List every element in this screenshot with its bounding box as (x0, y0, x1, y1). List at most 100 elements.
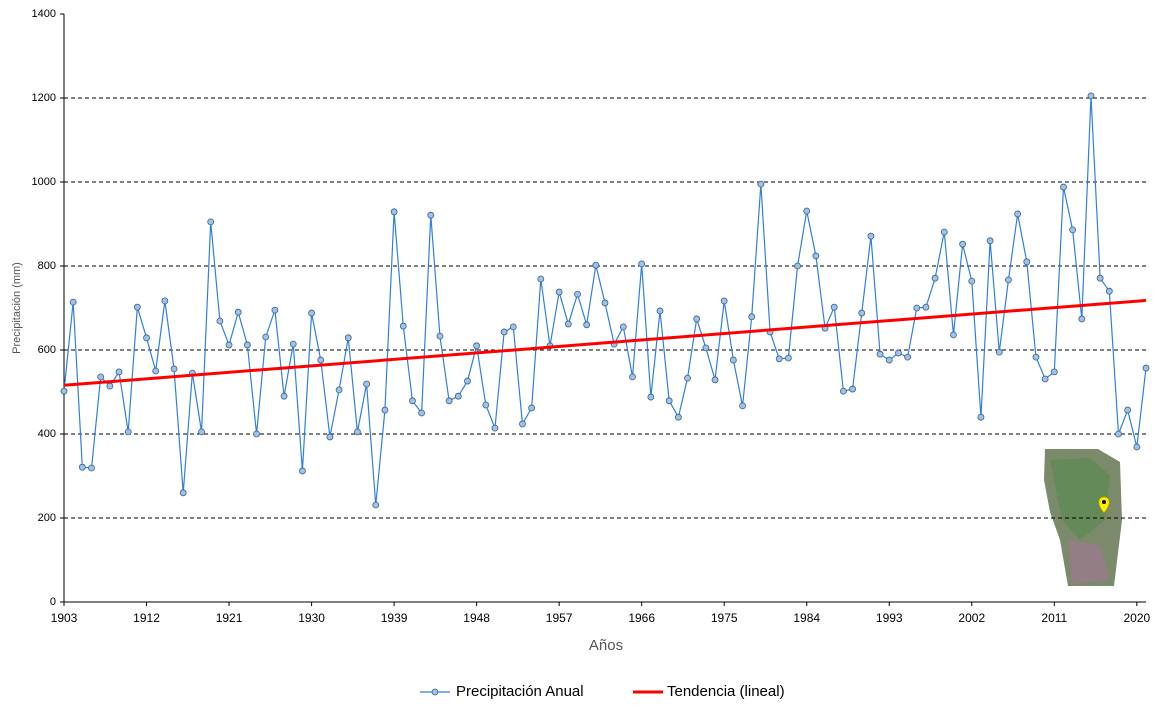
data-point (97, 373, 105, 381)
x-tick-label: 2020 (1123, 611, 1150, 625)
y-tick-label: 1200 (32, 92, 56, 104)
data-point (794, 262, 801, 270)
x-tick-label: 1975 (711, 611, 738, 625)
x-tick-label: 1912 (133, 611, 160, 625)
data-point (977, 413, 985, 421)
data-point (106, 382, 114, 390)
data-point (830, 303, 838, 311)
data-point (638, 260, 646, 268)
data-point (711, 376, 719, 384)
data-point (968, 277, 976, 285)
data-point (464, 377, 471, 385)
data-point (1105, 287, 1113, 295)
data-point (858, 309, 866, 317)
data-point (1115, 430, 1122, 438)
data-point (299, 467, 306, 475)
data-point (803, 207, 811, 215)
data-point (922, 303, 930, 311)
data-point (271, 306, 279, 314)
data-point (693, 315, 701, 323)
x-tick-label: 1939 (381, 611, 408, 625)
data-point (519, 420, 526, 428)
data-point (684, 374, 691, 382)
y-tick-label: 1400 (32, 8, 56, 20)
y-tick-label: 800 (38, 260, 56, 272)
data-point (528, 404, 536, 412)
data-point (491, 424, 499, 432)
data-point (629, 373, 636, 381)
data-point (1133, 443, 1141, 451)
data-point (904, 353, 911, 361)
x-tick-label: 1930 (298, 611, 325, 625)
x-tick-label: 1993 (876, 611, 903, 625)
trend-line (63, 298, 1147, 387)
data-point (913, 304, 921, 312)
data-point (509, 323, 517, 331)
data-point (161, 297, 169, 305)
data-point (555, 288, 563, 296)
y-tick-label: 200 (38, 512, 56, 524)
data-point (757, 180, 765, 188)
data-point (1142, 364, 1150, 372)
x-tick-label: 2011 (1041, 611, 1067, 625)
x-tick-label: 1984 (793, 611, 820, 625)
data-point (876, 350, 884, 358)
data-point (986, 237, 994, 245)
data-point (308, 309, 315, 317)
data-point (656, 307, 664, 315)
data-point (207, 218, 215, 226)
data-point (133, 303, 141, 311)
data-point (253, 430, 260, 438)
x-tick-label: 1966 (628, 611, 655, 625)
data-point (216, 317, 224, 325)
x-tick-label: 1957 (546, 611, 573, 625)
data-point (262, 333, 270, 341)
data-point (280, 392, 288, 400)
data-point (88, 464, 95, 472)
data-point (674, 413, 682, 421)
data-point (409, 397, 416, 405)
data-point (243, 341, 251, 349)
data-point (885, 356, 893, 364)
x-tick-label: 1921 (216, 611, 243, 625)
x-tick-label: 2002 (958, 611, 985, 625)
data-point (289, 340, 297, 348)
data-point (849, 385, 856, 393)
data-point (354, 428, 361, 436)
y-tick-label: 0 (50, 596, 56, 608)
data-point (729, 356, 737, 364)
data-point (436, 332, 444, 340)
data-point (427, 211, 435, 219)
data-point (372, 501, 380, 509)
data-point (500, 328, 508, 336)
data-point (390, 208, 398, 216)
data-point (344, 334, 352, 342)
data-point (959, 240, 967, 248)
data-point (1032, 353, 1040, 361)
data-point (198, 428, 205, 436)
data-point (720, 297, 728, 305)
data-point (399, 322, 407, 330)
data-point (931, 274, 939, 282)
data-point (1005, 276, 1012, 284)
data-point (317, 356, 325, 364)
y-tick-label: 1000 (32, 176, 56, 188)
data-point (702, 344, 710, 352)
data-point (363, 380, 370, 388)
data-point (601, 299, 609, 307)
data-point (1078, 315, 1086, 323)
data-point (940, 228, 948, 236)
data-point (1069, 226, 1077, 234)
data-point (473, 342, 481, 350)
data-point (564, 320, 572, 328)
data-point (950, 331, 957, 339)
data-point (335, 386, 343, 394)
data-point (69, 298, 77, 306)
data-point (234, 308, 242, 316)
data-point (179, 489, 187, 497)
data-point (124, 428, 132, 436)
data-point (326, 433, 334, 441)
legend-label: Tendencia (lineal) (667, 683, 785, 700)
data-point (775, 355, 783, 363)
data-point (454, 392, 462, 400)
